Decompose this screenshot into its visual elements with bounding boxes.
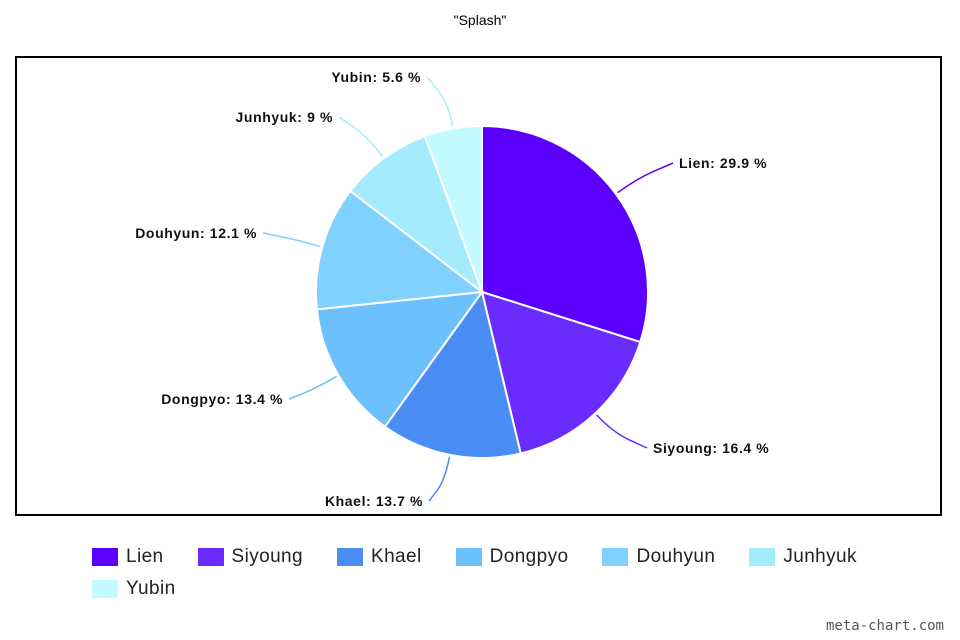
slice-label-dongpyo: Dongpyo: 13.4 % (161, 391, 283, 407)
legend-label: Junhyuk (783, 546, 857, 567)
legend-label: Khael (371, 546, 422, 567)
legend-swatch (92, 548, 118, 566)
pie-slice-dongpyo (315, 290, 485, 429)
slice-label-khael: Khael: 13.7 % (325, 493, 423, 509)
connector-dongpyo (288, 375, 338, 400)
legend: Lien Siyoung Khael Dongpyo Douhyun Junhyuk Yub… (92, 546, 912, 600)
slice-label-junhyuk: Junhyuk: 9 % (236, 109, 333, 125)
legend-swatch (337, 548, 363, 566)
connector-lien (617, 162, 674, 194)
pie-chart: Lien: 29.9 % Siyoung: 16.4 % Khael: 13.7 %… (135, 69, 769, 509)
legend-item-yubin[interactable]: Yubin (92, 578, 176, 600)
pie-slice-douhyun (315, 189, 485, 311)
slice-label-siyoung: Siyoung: 16.4 % (653, 440, 769, 456)
legend-label: Siyoung (231, 546, 303, 567)
connector-khael (428, 456, 451, 502)
pie-slice-siyoung (480, 290, 642, 455)
legend-label: Yubin (126, 578, 176, 599)
slice-label-douhyun: Douhyun: 12.1 % (135, 225, 257, 241)
legend-swatch (455, 548, 482, 566)
legend-item-dongpyo[interactable]: Dongpyo (455, 546, 569, 568)
legend-label: Douhyun (636, 546, 716, 567)
slice-label-lien: Lien: 29.9 % (679, 155, 767, 171)
connector-junhyuk (338, 116, 384, 158)
legend-item-douhyun[interactable]: Douhyun (602, 546, 715, 568)
legend-item-khael[interactable]: Khael (337, 546, 422, 568)
connector-yubin (426, 76, 454, 127)
legend-swatch (749, 548, 776, 566)
legend-label: Dongpyo (489, 546, 569, 567)
connector-douhyun (262, 232, 321, 248)
pie-chart-frame: Lien: 29.9 % Siyoung: 16.4 % Khael: 13.7 %… (15, 56, 942, 516)
legend-swatch (602, 548, 629, 566)
pie-slice-junhyuk (348, 134, 485, 295)
slice-label-yubin: Yubin: 5.6 % (331, 69, 421, 85)
pie-slice-yubin (423, 124, 483, 293)
legend-label: Lien (126, 546, 164, 567)
chart-title: "Splash" (453, 12, 507, 28)
legend-item-siyoung[interactable]: Siyoung (197, 546, 303, 568)
legend-swatch (197, 548, 224, 566)
watermark: meta-chart.com (825, 618, 944, 634)
pie-slice-lien (481, 124, 649, 344)
legend-swatch (92, 580, 118, 598)
legend-item-junhyuk[interactable]: Junhyuk (749, 546, 857, 568)
pie-slice-khael (383, 289, 522, 459)
connector-siyoung (595, 414, 648, 449)
legend-item-lien[interactable]: Lien (92, 546, 164, 568)
